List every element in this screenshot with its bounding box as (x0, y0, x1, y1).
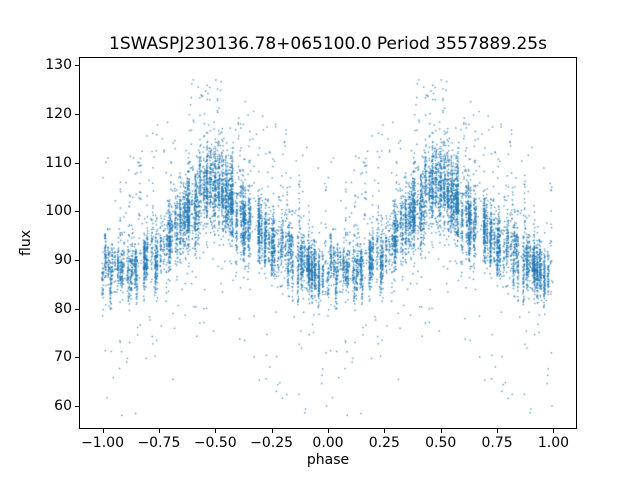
x-tick-mark (384, 429, 386, 433)
y-tick-mark (75, 162, 79, 164)
chart-title: 1SWASPJ230136.78+065100.0 Period 3557889… (109, 34, 547, 54)
y-tick-mark (75, 65, 79, 67)
x-axis-label: phase (306, 452, 350, 468)
y-tick-label: 110 (45, 154, 72, 171)
y-tick-label: 70 (54, 349, 72, 366)
x-tick-label: 0.75 (481, 435, 513, 451)
x-tick-mark (158, 429, 160, 433)
x-tick-mark (328, 429, 329, 433)
y-tick-label: 120 (45, 105, 72, 122)
y-tick-label: 130 (45, 57, 72, 74)
x-tick-mark (553, 429, 555, 433)
x-tick-label: −0.25 (250, 435, 294, 451)
x-tick-label: 0.25 (368, 435, 400, 451)
x-tick-label: −1.00 (81, 435, 124, 451)
scatter-points-canvas (80, 58, 576, 428)
y-tick-mark (75, 260, 79, 262)
y-tick-label: 100 (45, 203, 72, 220)
y-tick-label: 80 (54, 300, 72, 317)
x-tick-mark (497, 429, 499, 433)
y-tick-mark (75, 357, 79, 359)
y-axis-label: flux (18, 230, 34, 256)
x-tick-label: 0.50 (425, 435, 457, 451)
x-tick-label: −0.50 (193, 435, 237, 451)
y-tick-mark (75, 211, 79, 213)
x-tick-mark (440, 429, 442, 433)
x-tick-label: −0.75 (137, 435, 181, 451)
x-tick-label: 1.00 (537, 435, 570, 451)
y-tick-label: 90 (54, 252, 72, 269)
x-tick-label: 0.00 (312, 435, 344, 451)
plot-area (79, 57, 577, 429)
x-tick-mark (271, 429, 273, 433)
x-tick-mark (215, 429, 217, 433)
y-tick-mark (75, 406, 79, 408)
y-tick-mark (75, 113, 79, 115)
y-tick-label: 60 (54, 398, 72, 415)
y-tick-mark (75, 308, 79, 310)
x-tick-mark (102, 429, 104, 433)
